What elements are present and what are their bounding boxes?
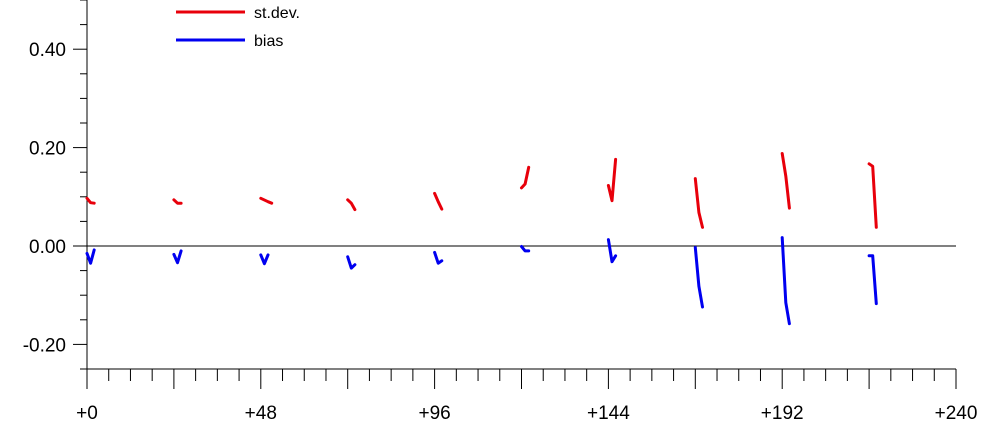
- series-line: [867, 254, 878, 306]
- y-tick-label: 0.00: [29, 237, 66, 258]
- x-tick-label: +144: [587, 403, 630, 423]
- legend-label: st.dev.: [254, 5, 300, 22]
- series-line: [172, 198, 183, 205]
- series-bias: [85, 236, 878, 326]
- series-line: [172, 249, 183, 265]
- series-line: [606, 238, 618, 264]
- x-tick-label: +48: [245, 403, 277, 423]
- series-line: [259, 196, 274, 205]
- series-line: [85, 248, 96, 265]
- y-tick-label: 0.40: [29, 40, 66, 61]
- series-line: [433, 250, 444, 265]
- series-line: [346, 255, 357, 270]
- series-line: [780, 236, 791, 326]
- axes: -0.20 0.00 0.20 0.40 +0 +48 +96 +144 +192 +240: [23, 0, 978, 423]
- series-line: [259, 253, 270, 266]
- series-line: [606, 157, 618, 203]
- series-stdev: [85, 152, 878, 229]
- series-line: [433, 191, 444, 211]
- series-line: [346, 198, 357, 212]
- legend: st.dev. bias: [176, 5, 300, 50]
- x-tick-label: +0: [76, 403, 98, 423]
- x-tick-label: +192: [761, 403, 804, 423]
- y-tick-label: 0.20: [29, 139, 66, 160]
- series-line: [780, 152, 791, 210]
- series-line: [867, 162, 878, 229]
- series-line: [85, 196, 96, 205]
- x-tick-label: +96: [418, 403, 450, 423]
- series-group: [85, 152, 878, 326]
- series-line: [693, 246, 704, 309]
- y-tick-label: -0.20: [23, 335, 66, 356]
- series-line: [520, 165, 531, 190]
- x-tick-label: +240: [935, 403, 978, 423]
- series-line: [693, 177, 704, 229]
- series-line: [520, 245, 531, 253]
- legend-label: bias: [254, 33, 283, 50]
